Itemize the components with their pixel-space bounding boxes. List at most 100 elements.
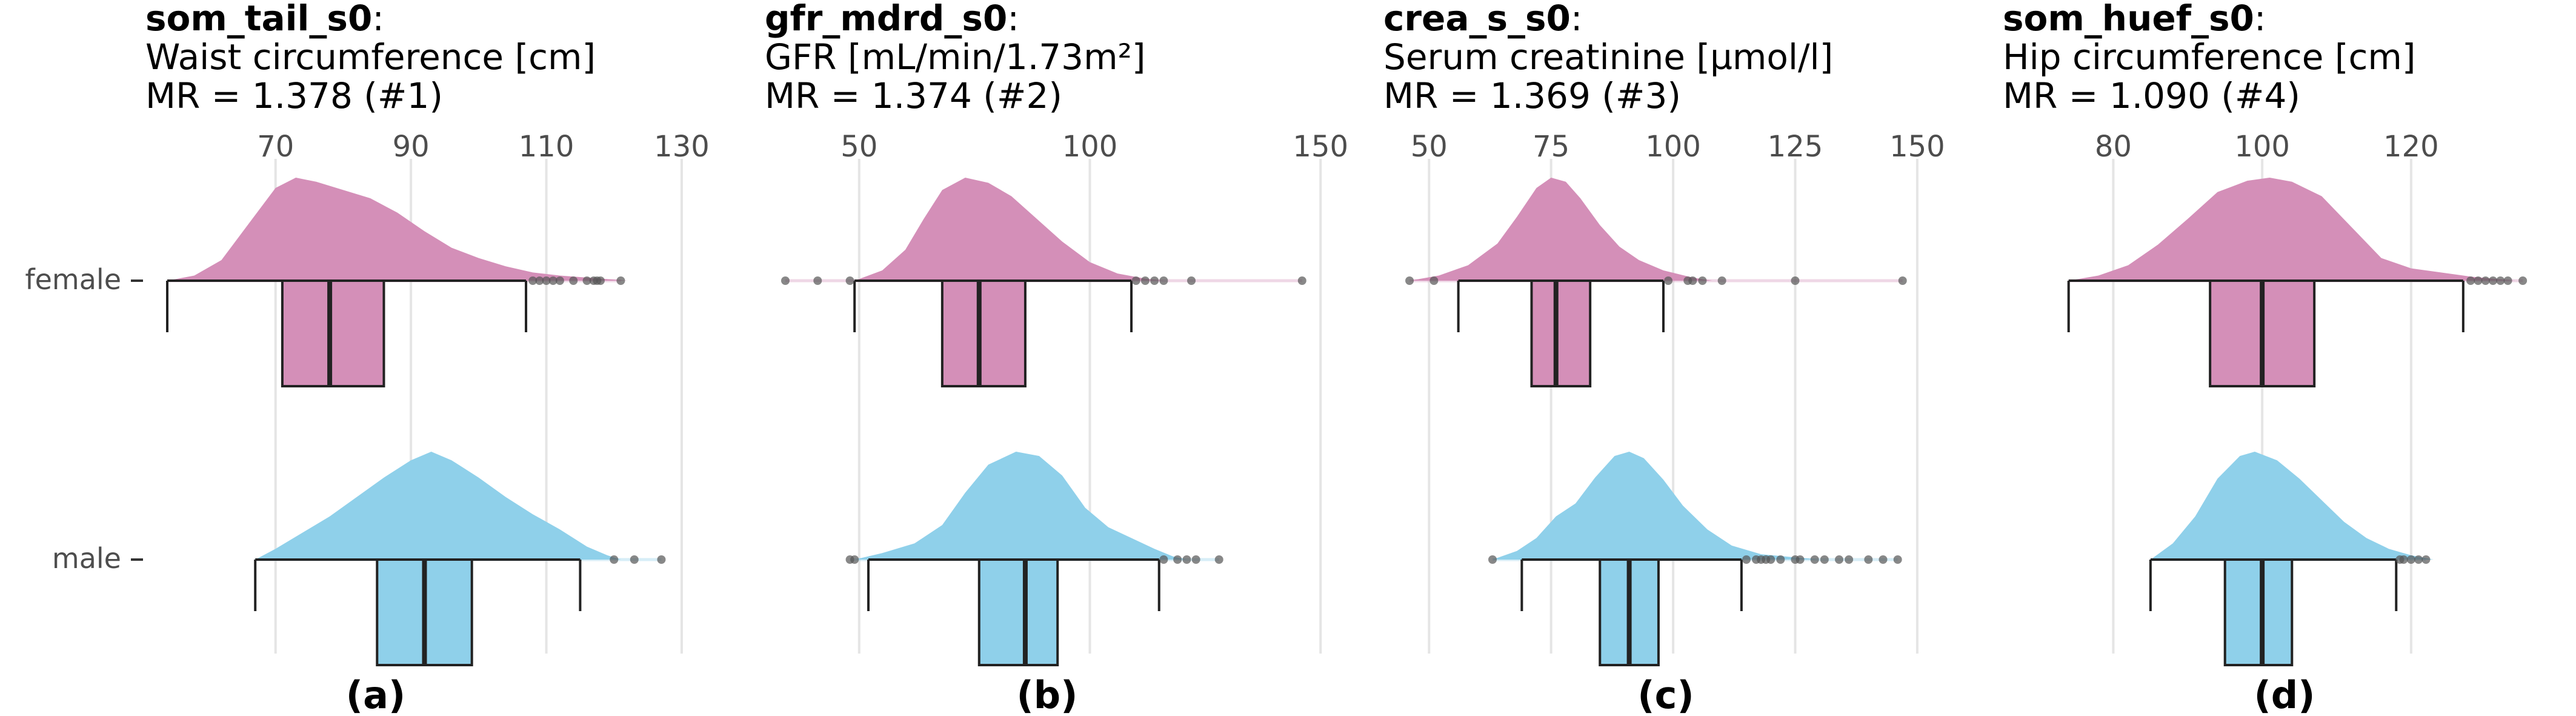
panel-d-female-outlier-5	[2503, 276, 2512, 285]
panel-b-x-tick-50: 50	[840, 130, 877, 164]
panel-d-var-name: som_huef_s0	[2003, 0, 2254, 39]
panel-a-x-tick-130: 130	[654, 130, 710, 164]
panel-b-x-tick-100: 100	[1062, 130, 1118, 164]
panel-c-female-outlier-4	[1688, 276, 1697, 285]
panel-b-title-suffix: :	[1007, 0, 1019, 39]
panel-d-mr: MR = 1.090 (#4)	[2003, 75, 2300, 116]
panel-b-x-tick-150: 150	[1293, 130, 1348, 164]
panel-b-male-outlier-5	[1191, 555, 1200, 564]
panel-b-male-outlier-3	[1173, 555, 1182, 564]
panel-b-male-outlier-1	[850, 555, 859, 564]
panel-b-title-line-1: gfr_mdrd_s0:	[765, 0, 1019, 39]
panel-a-female-outlier-3	[548, 276, 557, 285]
panel-c-female-density	[1409, 178, 1712, 281]
panel-c-var-name: crea_s_s0	[1383, 0, 1571, 39]
panel-b-tag: (b)	[1016, 673, 1077, 716]
panel-b-female-outlier-3	[1131, 276, 1140, 285]
panel-c-male-outlier-14	[1879, 555, 1888, 564]
panel-a-tag: (a)	[346, 673, 406, 716]
panel-b-female-outlier-4	[1140, 276, 1150, 285]
panel-c-tag: (c)	[1637, 673, 1694, 716]
panel-a-x-tick-110: 110	[519, 130, 574, 164]
panel-c-x-tick-150: 150	[1889, 130, 1945, 164]
panel-c-male-outlier-13	[1864, 555, 1873, 564]
panel-d-female-outlier-6	[2518, 276, 2528, 285]
panel-d-female-outlier-3	[2489, 276, 2497, 285]
panel-d-title-line-1: som_huef_s0:	[2003, 0, 2266, 39]
panel-c-female-outlier-0	[1405, 276, 1414, 285]
panel-d-male-outlier-1	[2399, 555, 2408, 564]
panel-d: som_huef_s0: Hip circumference [cm] MR =…	[2003, 0, 2528, 716]
panel-b-male-density	[854, 452, 1187, 560]
panel-c-female-outlier-1	[1429, 276, 1439, 285]
panel-c-x-tick-75: 75	[1533, 130, 1569, 164]
panel-b-female-outlier-6	[1159, 276, 1168, 285]
category-label-male: male	[52, 542, 121, 575]
panel-c: crea_s_s0: Serum creatinine [µmol/l] MR …	[1383, 0, 1945, 716]
panel-a-x-tick-90: 90	[393, 130, 430, 164]
panel-b-female-box	[940, 279, 1027, 387]
panel-b-female-outlier-2	[845, 276, 854, 285]
panel-a-female-outlier-9	[596, 276, 605, 285]
panel-b-female-density	[854, 178, 1164, 281]
panel-a-female-outlier-10	[616, 276, 625, 285]
panel-d-title-suffix: :	[2254, 0, 2266, 39]
panel-a-title-line-1: som_tail_s0:	[145, 0, 384, 39]
panel-c-title-suffix: :	[1571, 0, 1583, 39]
panel-a-male-outlier-2	[657, 555, 666, 564]
category-label-female: female	[25, 263, 121, 296]
panel-c-x-tick-100: 100	[1645, 130, 1701, 164]
panel-d-tag: (d)	[2254, 673, 2315, 716]
panel-b-mr: MR = 1.374 (#2)	[765, 75, 1062, 116]
panel-c-x-tick-125: 125	[1768, 130, 1823, 164]
panel-c-male-outlier-0	[1488, 555, 1497, 564]
panel-d-female-outlier-2	[2481, 276, 2490, 285]
panel-d-x-tick-120: 120	[2383, 130, 2439, 164]
panel-d-description: Hip circumference [cm]	[2003, 36, 2415, 78]
panel-a-female-outlier-1	[535, 276, 544, 285]
y-axis: female male	[25, 263, 143, 575]
panel-a-mr: MR = 1.378 (#1)	[145, 75, 443, 116]
panel-a-female-outlier-6	[582, 276, 591, 285]
panel-c-female-outlier-6	[1717, 276, 1726, 285]
panel-a-female-box	[281, 279, 385, 387]
panel-a-var-name: som_tail_s0	[145, 0, 372, 39]
panel-b-female-outlier-0	[781, 276, 790, 285]
panel-b-female-outlier-7	[1187, 276, 1196, 285]
panel-c-female-outlier-5	[1698, 276, 1707, 285]
panel-d-male-outlier-3	[2414, 555, 2423, 564]
panel-b-female-outlier-5	[1150, 276, 1159, 285]
panel-c-x-tick-50: 50	[1411, 130, 1448, 164]
panel-b-description: GFR [mL/min/1.73m²]	[765, 36, 1145, 78]
panel-b-female-outlier-1	[813, 276, 822, 285]
panel-c-male-outlier-5	[1766, 555, 1776, 564]
panel-a-female-density	[167, 178, 628, 281]
panel-c-male-outlier-12	[1845, 555, 1854, 564]
panel-a-female-outlier-0	[528, 276, 537, 285]
panel-d-female-outlier-0	[2466, 276, 2475, 285]
panel-a-male-outlier-1	[630, 555, 639, 564]
panel-d-male-density	[2150, 452, 2434, 560]
panel-c-title-line-1: crea_s_s0:	[1383, 0, 1582, 39]
panel-c-male-outlier-15	[1893, 555, 1902, 564]
panel-d-male-box	[2223, 558, 2294, 666]
panel-d-female-outlier-1	[2474, 276, 2483, 285]
panel-b-female-outlier-8	[1297, 276, 1306, 285]
panel-c-male-outlier-9	[1810, 555, 1819, 564]
panel-a-male-density	[255, 452, 621, 560]
panel-a-x-tick-70: 70	[257, 130, 294, 164]
panel-c-male-outlier-10	[1820, 555, 1829, 564]
panel-d-male-outlier-4	[2421, 555, 2431, 564]
panel-c-female-outlier-7	[1791, 276, 1800, 285]
panel-d-female-density	[2068, 178, 2515, 281]
panel-c-male-outlier-1	[1742, 555, 1751, 564]
panel-a-male-outlier-0	[610, 555, 619, 564]
panel-a-female-outlier-4	[555, 276, 564, 285]
panel-b-male-box	[977, 558, 1059, 666]
panel-b-male-outlier-2	[1159, 555, 1168, 564]
panel-b-male-outlier-4	[1182, 555, 1191, 564]
panel-b-male-outlier-6	[1214, 555, 1223, 564]
panel-b: gfr_mdrd_s0: GFR [mL/min/1.73m²] MR = 1.…	[765, 0, 1348, 716]
panel-b-var-name: gfr_mdrd_s0	[765, 0, 1007, 39]
